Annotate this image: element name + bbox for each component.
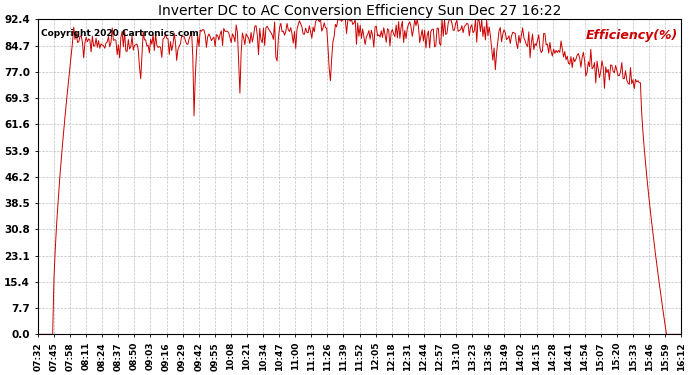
Title: Inverter DC to AC Conversion Efficiency Sun Dec 27 16:22: Inverter DC to AC Conversion Efficiency … <box>158 4 561 18</box>
Text: Efficiency(%): Efficiency(%) <box>586 29 678 42</box>
Text: Copyright 2020 Cartronics.com: Copyright 2020 Cartronics.com <box>41 29 199 38</box>
